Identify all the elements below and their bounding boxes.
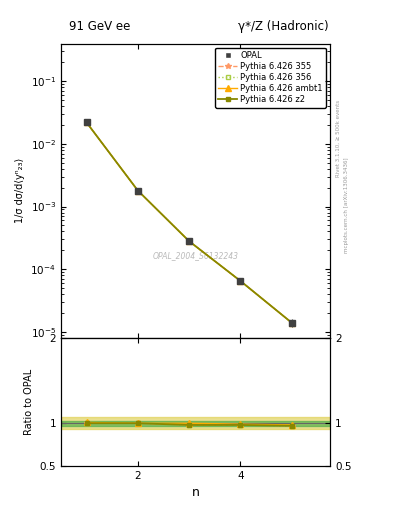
Text: γ*/Z (Hadronic): γ*/Z (Hadronic) xyxy=(237,20,328,33)
Text: OPAL_2004_S6132243: OPAL_2004_S6132243 xyxy=(152,251,239,260)
X-axis label: n: n xyxy=(191,486,200,499)
Text: Rivet 3.1.10, ≥ 500k events: Rivet 3.1.10, ≥ 500k events xyxy=(336,100,341,177)
Y-axis label: 1/σ dσ/d⟨yⁿ₂₃⟩: 1/σ dσ/d⟨yⁿ₂₃⟩ xyxy=(15,158,25,223)
Text: mcplots.cern.ch [arXiv:1306.3436]: mcplots.cern.ch [arXiv:1306.3436] xyxy=(344,157,349,252)
Y-axis label: Ratio to OPAL: Ratio to OPAL xyxy=(24,369,34,435)
Legend: OPAL, Pythia 6.426 355, Pythia 6.426 356, Pythia 6.426 ambt1, Pythia 6.426 z2: OPAL, Pythia 6.426 355, Pythia 6.426 356… xyxy=(215,48,326,108)
Text: 91 GeV ee: 91 GeV ee xyxy=(69,20,130,33)
